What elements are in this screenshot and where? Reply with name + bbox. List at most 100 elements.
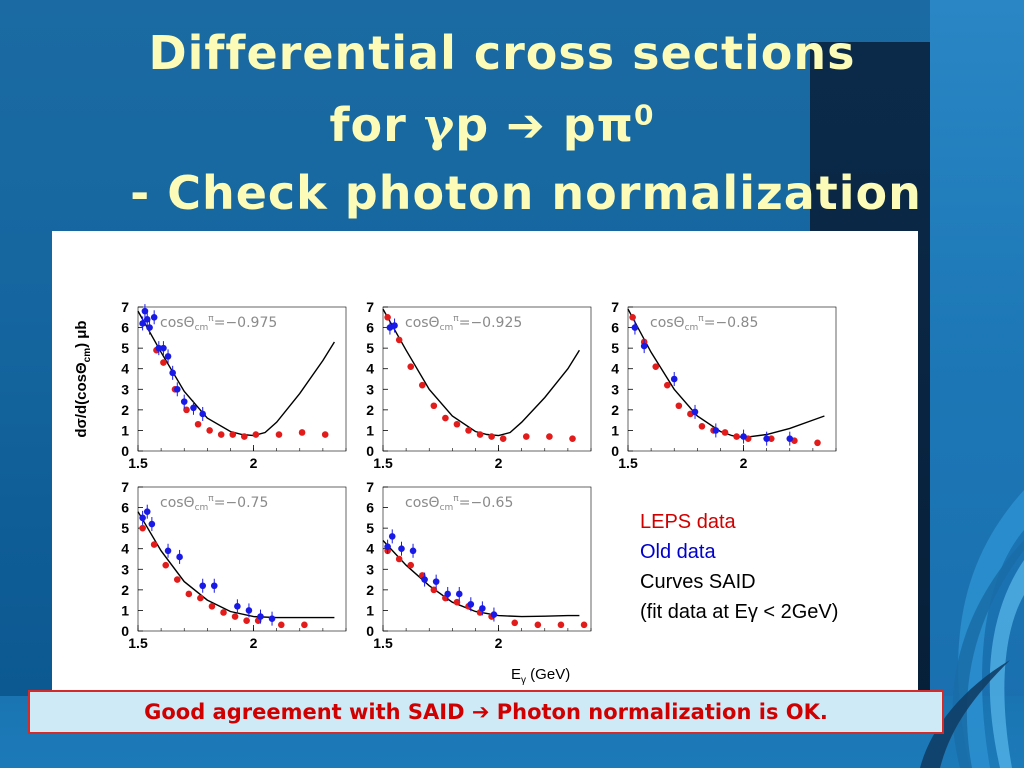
old-point xyxy=(467,600,475,608)
y-tick-label: 0 xyxy=(121,443,129,459)
old-point xyxy=(169,369,176,377)
old-point xyxy=(479,605,486,612)
old-point xyxy=(176,553,183,561)
y-tick-label: 1 xyxy=(121,422,129,438)
leps-point xyxy=(569,435,576,442)
old-point xyxy=(691,408,699,416)
leps-point xyxy=(453,420,461,428)
y-tick-label: 7 xyxy=(121,479,129,495)
leps-point xyxy=(243,617,250,625)
y-tick-label: 0 xyxy=(611,443,619,459)
old-point xyxy=(391,322,398,329)
xlabel-main: E xyxy=(511,666,521,683)
label-main: cosΘ xyxy=(650,315,685,331)
old-point xyxy=(180,398,188,405)
y-tick-label: 6 xyxy=(366,500,374,516)
y-tick-label: 6 xyxy=(366,320,374,336)
old-point xyxy=(257,613,264,620)
panel-label: cosΘcmπ=−0.65 xyxy=(405,494,513,513)
leps-point xyxy=(384,313,391,321)
label-sup: π xyxy=(453,314,459,324)
leps-point xyxy=(194,420,202,428)
legend-said: Curves SAID xyxy=(640,571,756,593)
x-tick-label: 2 xyxy=(250,635,258,651)
old-point xyxy=(146,324,153,331)
leps-point xyxy=(162,561,170,569)
old-point xyxy=(245,607,253,614)
y-tick-label: 5 xyxy=(366,340,374,356)
leps-point xyxy=(442,414,449,422)
y-tick-label: 5 xyxy=(121,520,129,536)
title-for: for xyxy=(329,98,424,152)
leps-point xyxy=(698,423,706,430)
y-tick-label: 7 xyxy=(121,299,129,315)
y-tick-label: 0 xyxy=(366,623,374,639)
old-point xyxy=(234,603,241,610)
y-tick-label: 5 xyxy=(366,520,374,536)
old-point xyxy=(388,533,396,540)
plot-area: 0 1 2 3 4 5 6 7 1.5 2 cosΘcmπ=−0.975 dσ/d(cosΘcm) μ… xyxy=(52,231,918,693)
y-tick-label: 2 xyxy=(366,582,374,598)
old-point xyxy=(199,582,207,590)
legend-old: Old data xyxy=(640,541,716,563)
x-tick-label: 2 xyxy=(495,635,503,651)
leps-point xyxy=(629,313,636,321)
y-tick-label: 6 xyxy=(611,320,619,336)
legend-leps: LEPS data xyxy=(640,511,736,533)
old-point xyxy=(631,324,639,331)
label-sup: π xyxy=(453,494,459,504)
leps-point xyxy=(298,429,306,436)
panel-label: cosΘcmπ=−0.85 xyxy=(650,314,758,333)
leps-point xyxy=(185,590,193,598)
leps-point xyxy=(465,427,472,434)
leps-point xyxy=(208,603,216,610)
label-sub: cm xyxy=(195,503,209,513)
said-curve xyxy=(382,540,580,618)
said-curve xyxy=(137,310,335,437)
old-point xyxy=(763,435,770,442)
leps-point xyxy=(150,541,158,548)
x-tick-label: 2 xyxy=(740,455,748,471)
y-tick-label: 4 xyxy=(121,361,129,377)
leps-point xyxy=(733,433,740,440)
y-tick-label: 6 xyxy=(121,500,129,516)
title-arrow-icon: ➔ xyxy=(506,98,546,152)
leps-point xyxy=(197,594,204,602)
label-value: =−0.65 xyxy=(459,495,514,511)
old-point xyxy=(190,404,197,412)
y-tick-label: 5 xyxy=(121,340,129,356)
leps-point xyxy=(217,431,225,438)
old-point xyxy=(444,590,452,598)
y-tick-label: 5 xyxy=(611,340,619,356)
leps-point xyxy=(321,431,329,438)
leps-point xyxy=(522,433,530,440)
leps-point xyxy=(557,621,565,629)
x-tick-label: 1.5 xyxy=(373,635,393,651)
conclusion-text: Good agreement with SAID ➔ Photon normal… xyxy=(144,700,828,724)
x-tick-label: 1.5 xyxy=(128,635,148,651)
y-tick-label: 7 xyxy=(611,299,619,315)
leps-point xyxy=(252,431,260,438)
panel-3: 0 1 2 3 4 5 6 7 1.5 2 cosΘcmπ=−0.85 xyxy=(611,299,837,471)
title-gamma: γ xyxy=(423,98,456,152)
label-sub: cm xyxy=(440,323,454,333)
x-tick-label: 1.5 xyxy=(373,455,393,471)
label-value: =−0.75 xyxy=(214,495,269,511)
leps-point xyxy=(430,586,438,594)
old-point xyxy=(432,578,440,585)
x-tick-label: 1.5 xyxy=(618,455,638,471)
conclusion-banner: Good agreement with SAID ➔ Photon normal… xyxy=(28,690,944,734)
old-point xyxy=(210,582,218,590)
ylabel-c: ) μb xyxy=(73,320,90,348)
leps-point xyxy=(407,561,415,569)
label-value: =−0.975 xyxy=(214,315,278,331)
leps-point xyxy=(241,433,248,440)
panel-5: 0 1 2 3 4 5 6 7 1.5 2 cosΘcmπ=−0.65 Eγ (GeV) xyxy=(366,479,592,686)
y-tick-label: 0 xyxy=(121,623,129,639)
label-sup: π xyxy=(698,314,704,324)
panel-frame xyxy=(137,306,347,452)
leps-point xyxy=(160,359,167,366)
ylabel-a: dσ/d(cosΘ xyxy=(73,362,90,438)
label-sub: cm xyxy=(685,323,699,333)
